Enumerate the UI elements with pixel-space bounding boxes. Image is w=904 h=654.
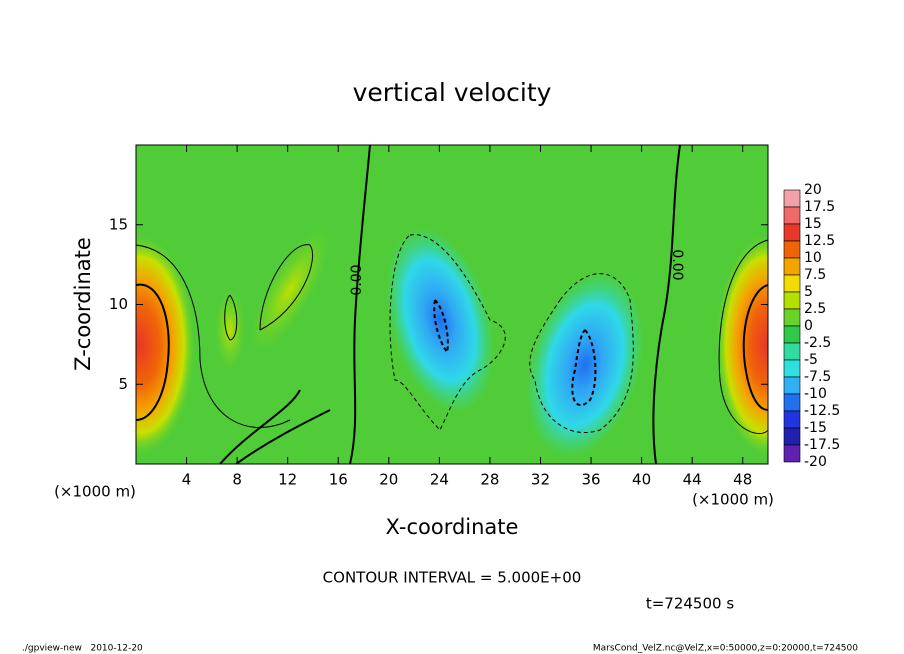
colorbar-label: -20 [804,454,827,470]
contour-label: 0.00 [349,264,365,295]
colorbar-label: 12.5 [804,233,835,249]
x-tick-label: 12 [278,471,297,489]
y-axis-label: Z-coordinate [71,237,95,371]
colorbar-label: 2.5 [804,301,826,317]
colorbar-label: -12.5 [804,403,840,419]
time-text: t=724500 s [646,595,734,613]
x-tick-label: 4 [182,471,192,489]
colorbar-label: 0 [804,318,813,334]
x-tick-label: 48 [733,471,752,489]
y-tick-label: 15 [109,215,128,233]
colorbar-label: -15 [804,420,827,436]
x-tick-label: 8 [232,471,242,489]
contour-interval: CONTOUR INTERVAL = 5.000E+00 [323,569,582,587]
x-tick-label: 40 [632,471,651,489]
colorbar-box [783,240,801,259]
colorbar-box [783,206,801,225]
contour-label: 0.00 [669,249,685,280]
colorbar-box [783,427,801,446]
colorbar-label: 20 [804,182,822,198]
colorbar-box [783,393,801,412]
colorbar-label: -7.5 [804,369,831,385]
colorbar-box [783,291,801,310]
colorbar-label: -2.5 [804,335,831,351]
footer-left: ./gpview-new 2010-12-20 [22,644,143,654]
colorbar-label: 10 [804,250,822,266]
x-tick-label: 36 [581,471,600,489]
y-tick-label: 10 [109,295,128,313]
colorbar-box [783,223,801,242]
x-tick-label: 16 [329,471,348,489]
colorbar-box [783,376,801,395]
colorbar-box [783,359,801,378]
y-tick-label: 5 [118,375,128,393]
field [136,145,768,464]
colorbar-box [783,342,801,361]
colorbar-box [783,410,801,429]
colorbar-label: -5 [804,352,818,368]
colorbar-label: 7.5 [804,267,826,283]
colorbar-box [783,257,801,276]
x-tick-label: 28 [480,471,499,489]
colorbar-box [783,325,801,344]
x-axis-label: X-coordinate [386,515,519,539]
colorbar-label: 17.5 [804,199,835,215]
colorbar-box [783,189,801,208]
colorbar-box [783,308,801,327]
colorbar-label: 15 [804,216,822,232]
x-tick-label: 20 [379,471,398,489]
colorbar-label: -10 [804,386,827,402]
chart-title: vertical velocity [353,78,552,107]
x-tick-label: 44 [683,471,702,489]
colorbar-box [783,274,801,293]
colorbar-label: 5 [804,284,813,300]
x-tick-label: 32 [531,471,550,489]
footer-right: MarsCond_VelZ.nc@VelZ,x=0:50000,z=0:2000… [593,644,858,654]
x-unit: (×1000 m) [692,491,774,509]
y-unit: (×1000 m) [54,483,136,501]
colorbar-label: -17.5 [804,437,840,453]
x-tick-label: 24 [430,471,449,489]
colorbar-box [783,444,801,463]
